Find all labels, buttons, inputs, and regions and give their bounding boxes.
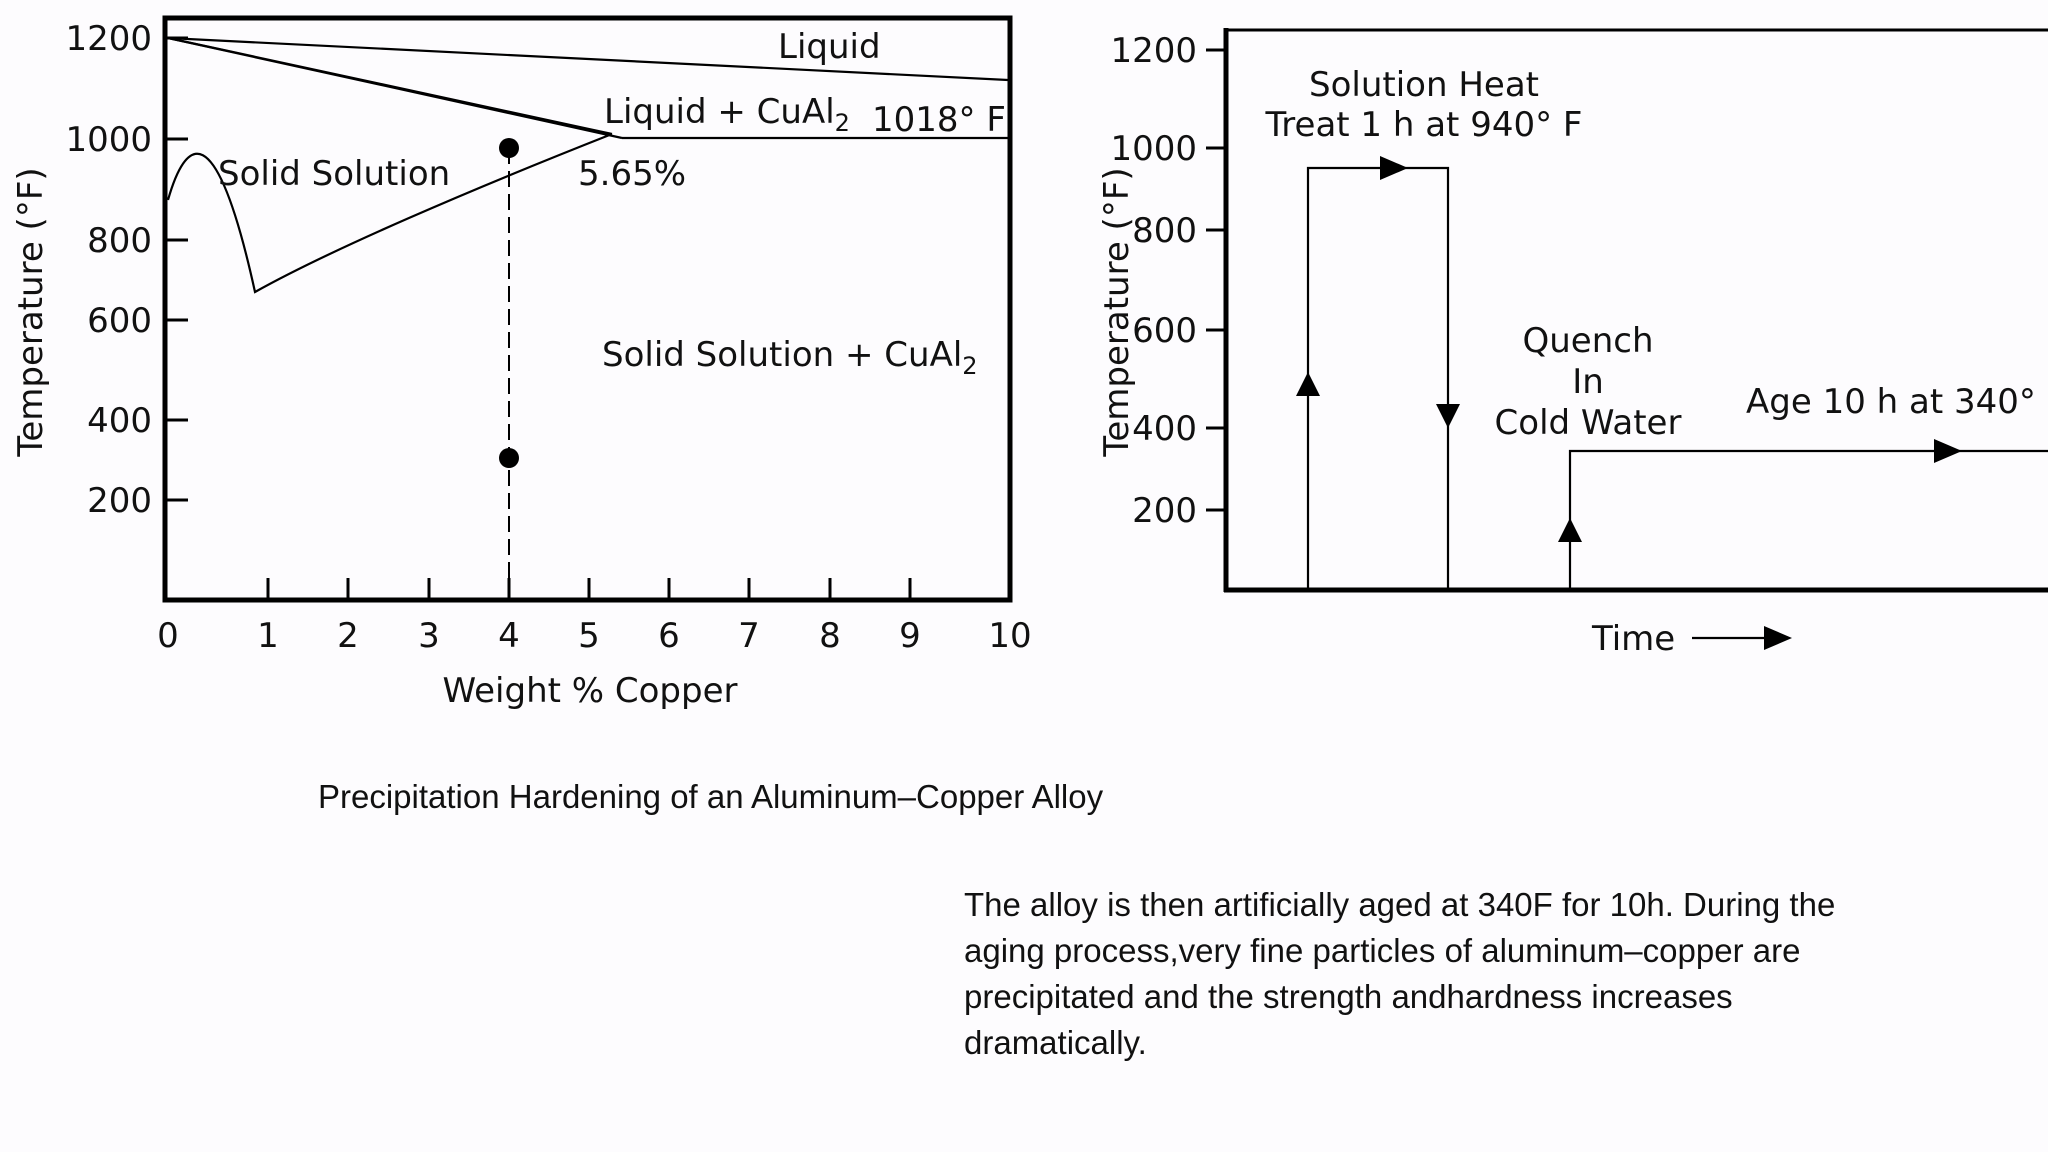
region-solid-solution-cual2-subscript: 2: [962, 352, 977, 380]
solution-heat-label-line1: Solution Heat: [1309, 65, 1539, 105]
solubility-limit-label: 5.65%: [578, 154, 686, 194]
phase-x-tick-label: 6: [658, 616, 680, 656]
phase-x-tick-label: 2: [337, 616, 359, 656]
quench-point: [499, 448, 519, 468]
time-arrow-icon: [1764, 626, 1792, 650]
phase-y-tick-label: 1000: [65, 120, 152, 160]
heat-y-tick-label: 600: [1132, 311, 1197, 351]
phase-y-tick-label: 200: [87, 481, 152, 521]
region-solid-solution-cual2-label: Solid Solution + CuAl2: [602, 335, 978, 380]
heat-y-tick-label: 800: [1132, 211, 1197, 251]
quench-label-line1: Quench: [1522, 321, 1653, 361]
description-paragraph: The alloy is then artificially aged at 3…: [964, 886, 1836, 1061]
quench-down-arrow: [1436, 404, 1460, 428]
region-liquid-cual2-subscript: 2: [835, 109, 850, 137]
phase-y-tick-label: 1200: [65, 19, 152, 59]
hold-right-arrow: [1380, 156, 1408, 180]
region-solid-solution-cual2-text: Solid Solution + CuAl: [602, 335, 962, 375]
heat-arrowheads: [1296, 156, 1962, 542]
phase-x-tick-label: 3: [418, 616, 440, 656]
heat-y-ticks: [1206, 48, 1226, 512]
heat-schedule-lines: [1306, 166, 2048, 590]
phase-boundaries: [166, 36, 1009, 294]
phase-x-ticks: [266, 578, 912, 600]
eutectic-temperature-label: 1018° F: [872, 100, 1006, 140]
region-solid-solution-label: Solid Solution: [218, 154, 450, 194]
heat-y-tick-label: 1000: [1110, 129, 1197, 169]
quench-label-line2: In: [1572, 362, 1604, 402]
age-right-arrow: [1934, 439, 1962, 463]
phase-x-tick-label: 10: [988, 616, 1031, 656]
quench-label-line3: Cold Water: [1495, 403, 1682, 443]
phase-y-axis-title: Temperature (°F): [11, 167, 51, 457]
region-liquid-label: Liquid: [778, 27, 881, 67]
heat-treatment-diagram: 1200 1000 800 600 400 200 Temperature (°…: [1097, 28, 2048, 659]
phase-x-tick-label: 4: [498, 616, 520, 656]
phase-x-axis-title: Weight % Copper: [443, 671, 738, 711]
phase-y-tick-label: 800: [87, 221, 152, 261]
solidus-line: [167, 36, 613, 136]
phase-x-tick-label: 7: [738, 616, 760, 656]
heat-y-tick-label: 1200: [1110, 31, 1197, 71]
heat-y-axis-title: Temperature (°F): [1097, 167, 1137, 457]
phase-x-tick-label: 5: [578, 616, 600, 656]
region-liquid-cual2-text: Liquid + CuAl: [604, 92, 835, 132]
phase-x-tick-label: 0: [157, 616, 179, 656]
heat-y-tick-label: 400: [1132, 409, 1197, 449]
phase-y-tick-label: 400: [87, 401, 152, 441]
solution-treatment-point: [499, 138, 519, 158]
phase-y-ticks: [165, 36, 188, 502]
figure-caption: Precipitation Hardening of an Aluminum–C…: [318, 778, 1104, 815]
heat-y-tick-label: 200: [1132, 491, 1197, 531]
heating-up-arrow: [1296, 372, 1320, 396]
phase-x-tick-label: 8: [819, 616, 841, 656]
phase-diagram: 1200 1000 800 600 400 200 0 1 2 3 4 5 6 …: [11, 15, 1032, 711]
solvus-line: [166, 132, 613, 294]
phase-x-tick-label: 9: [899, 616, 921, 656]
aging-path: [1568, 449, 2048, 590]
heat-x-axis-title: Time: [1591, 619, 1675, 659]
liquidus-line: [167, 36, 1009, 82]
age-label: Age 10 h at 340° F: [1746, 382, 2048, 422]
reheat-up-arrow: [1558, 518, 1582, 542]
solution-heat-label-line2: Treat 1 h at 940° F: [1265, 105, 1583, 145]
region-liquid-cual2-label: Liquid + CuAl2: [604, 92, 850, 137]
phase-x-tick-label: 1: [257, 616, 279, 656]
solution-treatment-path: [1306, 166, 1450, 590]
phase-y-tick-label: 600: [87, 301, 152, 341]
